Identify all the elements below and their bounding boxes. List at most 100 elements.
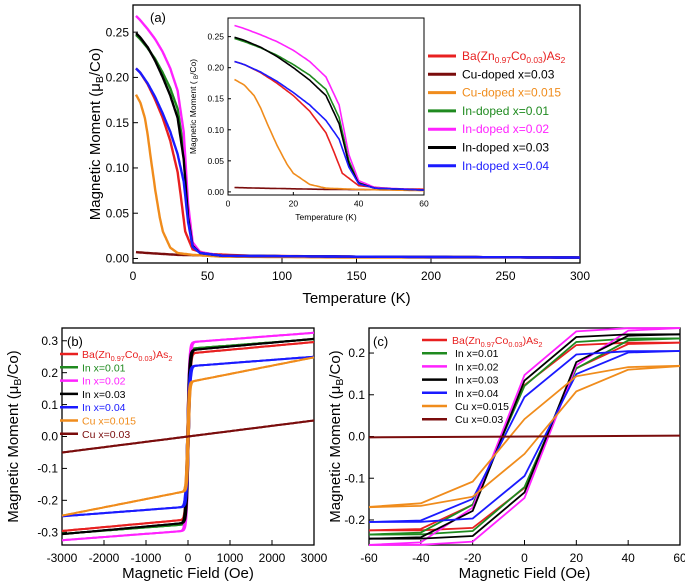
x-tick-label: 40 xyxy=(621,551,635,565)
y-tick-label: 0.2 xyxy=(348,346,365,360)
panel-label: (c) xyxy=(373,334,388,349)
y-axis-label: Magnetic Moment (μB/Co) xyxy=(87,48,106,220)
inset-x-axis-label: Temperature (K) xyxy=(295,212,357,222)
y-tick-label: 0.0 xyxy=(41,430,58,444)
y-tick-label: 0.15 xyxy=(106,116,130,130)
x-tick-label: -1000 xyxy=(131,551,162,565)
y-tick-label: 0.1 xyxy=(348,388,365,402)
y-axis-label: Magnetic Moment (μB/Co) xyxy=(5,350,24,522)
y-tick-label: 0.10 xyxy=(207,125,224,135)
x-tick-label: 0 xyxy=(185,551,192,565)
y-tick-label: 0.00 xyxy=(106,252,130,266)
x-tick-label: -60 xyxy=(360,551,378,565)
legend-label: Cu x=0.03 xyxy=(82,429,130,441)
x-tick-label: 20 xyxy=(570,551,584,565)
panel-label: (b) xyxy=(67,334,83,349)
x-tick-label: 100 xyxy=(272,269,292,283)
inset-series-line xyxy=(234,78,425,192)
x-tick-label: 60 xyxy=(419,199,429,209)
y-tick-label: 0.05 xyxy=(207,156,224,166)
y-tick-label: 0.00 xyxy=(207,187,224,197)
loop-branch-down xyxy=(61,337,315,536)
y-axis-label: Magnetic Moment (μB/Co) xyxy=(327,350,346,522)
x-tick-label: 20 xyxy=(289,199,299,209)
x-tick-label: 3000 xyxy=(301,551,328,565)
x-tick-label: 2000 xyxy=(259,551,286,565)
loop-branch-up xyxy=(368,365,681,509)
y-tick-label: -0.1 xyxy=(344,471,365,485)
legend-label: In-doped x=0.02 xyxy=(462,122,549,136)
y-tick-label: 0.20 xyxy=(207,63,224,73)
y-tick-label: -0.2 xyxy=(344,513,365,527)
x-tick-label: 0 xyxy=(521,551,528,565)
loop-branch-down xyxy=(368,333,681,540)
x-tick-label: 200 xyxy=(421,269,441,283)
loop-branch-up xyxy=(368,337,681,536)
x-tick-label: 0 xyxy=(130,269,137,283)
loop-branch-up xyxy=(368,350,681,523)
panel-c-chart: -60 -40 -20 0 20 40 60 -0.2 -0.1 0.0 0.1 0.2 (c) Magn… xyxy=(327,327,685,581)
y-tick-label: 0.2 xyxy=(41,366,58,380)
loop-branch-up xyxy=(368,327,681,546)
y-tick-label: 0.25 xyxy=(106,25,130,39)
x-tick-label: 40 xyxy=(354,199,364,209)
legend-label: In x=0.01 xyxy=(455,348,499,360)
panel-b-chart: -3000 -2000 -1000 0 1000 2000 3000 -0.3 -0.2 -0.1… xyxy=(5,327,328,581)
panel-a-inset-chart: 0 20 40 60 0.00 0.05 0.10 0.15 0.20 0.25 Temperatu… xyxy=(188,16,429,223)
y-tick-label: -0.2 xyxy=(37,494,58,508)
y-tick-label: -0.3 xyxy=(37,525,58,539)
legend-label: Cu-doped x=0.015 xyxy=(462,86,561,100)
legend-label: Ba(Zn0.97Co0.03)As2 xyxy=(452,335,542,349)
plot-frame xyxy=(227,17,425,196)
legend-label: In x=0.04 xyxy=(455,388,499,400)
legend-label: In x=0.03 xyxy=(82,389,126,401)
x-tick-label: -40 xyxy=(412,551,430,565)
y-tick-label: 0.10 xyxy=(106,161,130,175)
x-tick-label: 150 xyxy=(346,269,366,283)
loop-branch-down xyxy=(368,337,681,536)
x-tick-label: 1000 xyxy=(217,551,244,565)
y-tick-label: 0.3 xyxy=(41,334,58,348)
x-tick-label: 250 xyxy=(495,269,515,283)
legend-label: In-doped x=0.01 xyxy=(462,104,549,118)
loop-branch-down xyxy=(61,356,315,517)
y-tick-label: 0.1 xyxy=(41,398,58,412)
legend-label: In x=0.04 xyxy=(82,402,126,414)
panel-a-chart: 0 50 100 150 200 250 300 0.00 0.05 0.10 0.15 0.20 0.… xyxy=(87,4,590,307)
y-tick-label: 0.25 xyxy=(207,32,224,42)
x-tick-label: -2000 xyxy=(89,551,120,565)
loop-branch-down xyxy=(368,327,681,546)
x-tick-label: 50 xyxy=(201,269,215,283)
legend-label: In x=0.01 xyxy=(82,362,126,374)
loop-branch-flat xyxy=(368,434,681,439)
loop-branch-up xyxy=(368,333,681,540)
loop-branch-down xyxy=(61,419,315,454)
legend-label: Cu x=0.015 xyxy=(82,416,136,428)
legend-label: In-doped x=0.04 xyxy=(462,159,549,173)
legend-label: In x=0.02 xyxy=(82,376,126,388)
inset-series-line xyxy=(234,60,424,191)
y-tick-label: 0.20 xyxy=(106,71,130,85)
x-tick-label: 60 xyxy=(673,551,685,565)
inset-background xyxy=(198,16,428,223)
legend-label: Cu-doped x=0.03 xyxy=(462,67,555,81)
x-axis-label: Temperature (K) xyxy=(302,290,410,307)
series-line xyxy=(135,67,581,259)
x-tick-label: 300 xyxy=(570,269,590,283)
legend-label: In x=0.02 xyxy=(455,361,499,373)
legend-label: In x=0.03 xyxy=(455,375,499,387)
y-tick-label: 0.0 xyxy=(348,430,365,444)
loop-branch-down xyxy=(368,350,681,523)
x-tick-label: -3000 xyxy=(47,551,78,565)
legend-label: Ba(Zn0.97Co0.03)As2 xyxy=(82,349,172,363)
y-tick-label: 0.05 xyxy=(106,206,130,220)
legend-label: Cu x=0.03 xyxy=(455,414,503,426)
loop-branch-down xyxy=(368,364,681,508)
x-axis-label: Magnetic Field (Oe) xyxy=(122,565,254,581)
panel-label: (a) xyxy=(150,10,166,25)
y-tick-label: -0.1 xyxy=(37,462,58,476)
legend-label: In-doped x=0.03 xyxy=(462,141,549,155)
x-axis-label: Magnetic Field (Oe) xyxy=(459,565,591,581)
legend-label: Ba(Zn0.97Co0.03)As2 xyxy=(462,49,566,65)
